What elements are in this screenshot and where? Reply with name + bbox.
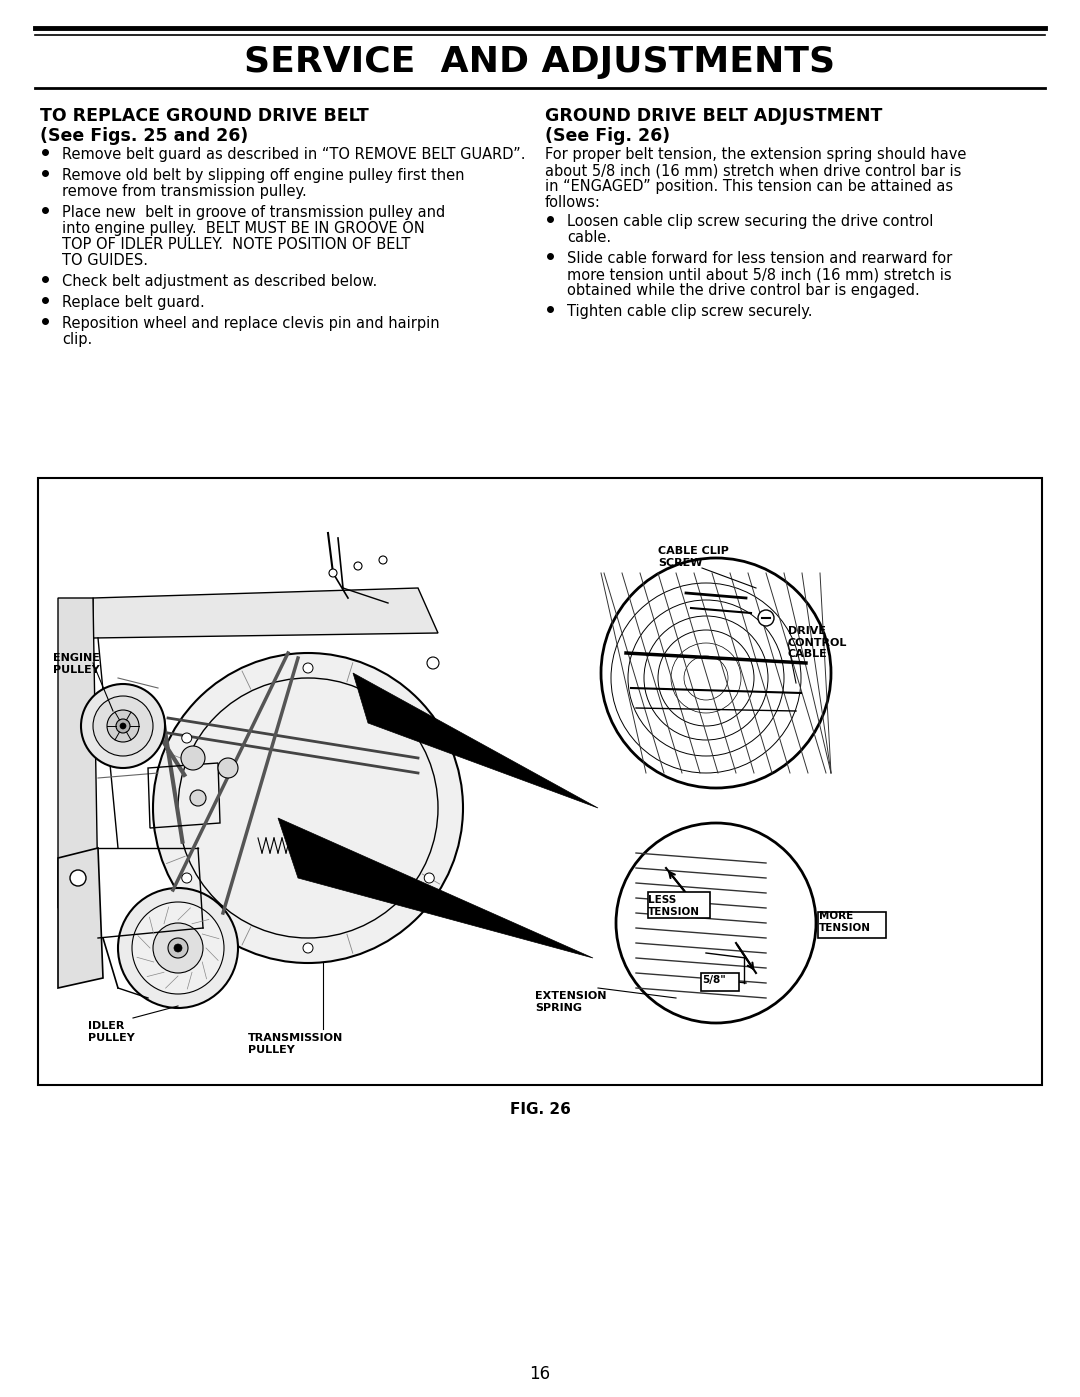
Text: more tension until about 5/8 inch (16 mm) stretch is: more tension until about 5/8 inch (16 mm… — [567, 267, 951, 282]
Circle shape — [93, 696, 153, 756]
Bar — [818, 912, 886, 937]
Text: GROUND DRIVE BELT ADJUSTMENT: GROUND DRIVE BELT ADJUSTMENT — [545, 108, 882, 124]
Circle shape — [181, 733, 192, 743]
Text: Slide cable forward for less tension and rearward for: Slide cable forward for less tension and… — [567, 251, 953, 265]
Text: into engine pulley.  BELT MUST BE IN GROOVE ON: into engine pulley. BELT MUST BE IN GROO… — [62, 221, 424, 236]
Circle shape — [303, 943, 313, 953]
Polygon shape — [58, 848, 103, 988]
Text: TO GUIDES.: TO GUIDES. — [62, 253, 148, 268]
Polygon shape — [58, 598, 98, 908]
Text: 16: 16 — [529, 1365, 551, 1383]
Polygon shape — [93, 588, 438, 638]
Text: For proper belt tension, the extension spring should have: For proper belt tension, the extension s… — [545, 147, 967, 162]
Text: about 5/8 inch (16 mm) stretch when drive control bar is: about 5/8 inch (16 mm) stretch when driv… — [545, 163, 961, 177]
Circle shape — [303, 664, 313, 673]
Text: Reposition wheel and replace clevis pin and hairpin: Reposition wheel and replace clevis pin … — [62, 316, 440, 331]
Circle shape — [427, 657, 438, 669]
Bar — [648, 893, 710, 918]
Circle shape — [600, 557, 831, 788]
Text: Remove old belt by slipping off engine pulley first then: Remove old belt by slipping off engine p… — [62, 168, 464, 183]
Bar — [701, 972, 739, 990]
Text: LESS
TENSION: LESS TENSION — [648, 895, 700, 916]
Text: IDLER
PULLEY: IDLER PULLEY — [87, 1021, 135, 1042]
Text: ENGINE
PULLEY: ENGINE PULLEY — [53, 652, 99, 675]
Circle shape — [329, 569, 337, 577]
Text: TRANSMISSION
PULLEY: TRANSMISSION PULLEY — [248, 1032, 343, 1055]
Text: remove from transmission pulley.: remove from transmission pulley. — [62, 184, 307, 198]
Text: cable.: cable. — [567, 231, 611, 244]
Circle shape — [354, 562, 362, 570]
Circle shape — [181, 873, 192, 883]
Circle shape — [120, 724, 126, 729]
Text: Loosen cable clip screw securing the drive control: Loosen cable clip screw securing the dri… — [567, 214, 933, 229]
Polygon shape — [278, 819, 593, 958]
Circle shape — [424, 733, 434, 743]
Text: TOP OF IDLER PULLEY.  NOTE POSITION OF BELT: TOP OF IDLER PULLEY. NOTE POSITION OF BE… — [62, 237, 410, 251]
Circle shape — [379, 556, 387, 564]
Circle shape — [153, 652, 463, 963]
Circle shape — [107, 710, 139, 742]
Text: Check belt adjustment as described below.: Check belt adjustment as described below… — [62, 274, 377, 289]
Circle shape — [758, 610, 774, 626]
Text: FIG. 26: FIG. 26 — [510, 1102, 570, 1118]
Circle shape — [168, 937, 188, 958]
Polygon shape — [353, 673, 598, 807]
Text: DRIVE
CONTROL
CABLE: DRIVE CONTROL CABLE — [788, 626, 848, 659]
Text: Replace belt guard.: Replace belt guard. — [62, 295, 205, 310]
Circle shape — [81, 685, 165, 768]
Circle shape — [116, 719, 130, 733]
Text: (See Fig. 26): (See Fig. 26) — [545, 127, 670, 145]
Circle shape — [190, 789, 206, 806]
Text: follows:: follows: — [545, 196, 600, 210]
Text: 5/8": 5/8" — [702, 975, 726, 985]
Text: Tighten cable clip screw securely.: Tighten cable clip screw securely. — [567, 305, 812, 319]
Text: EXTENSION
SPRING: EXTENSION SPRING — [535, 990, 607, 1013]
Circle shape — [218, 759, 238, 778]
Circle shape — [153, 923, 203, 972]
Text: SERVICE  AND ADJUSTMENTS: SERVICE AND ADJUSTMENTS — [244, 45, 836, 80]
Text: CABLE CLIP
SCREW: CABLE CLIP SCREW — [658, 546, 729, 567]
Circle shape — [70, 870, 86, 886]
Text: Place new  belt in groove of transmission pulley and: Place new belt in groove of transmission… — [62, 205, 445, 219]
Bar — [38, 478, 1042, 1085]
Text: in “ENGAGED” position. This tension can be attained as: in “ENGAGED” position. This tension can … — [545, 179, 954, 194]
Circle shape — [132, 902, 224, 995]
Text: obtained while the drive control bar is engaged.: obtained while the drive control bar is … — [567, 284, 920, 298]
Circle shape — [424, 873, 434, 883]
Text: clip.: clip. — [62, 332, 92, 346]
Text: Remove belt guard as described in “TO REMOVE BELT GUARD”.: Remove belt guard as described in “TO RE… — [62, 147, 526, 162]
Text: MORE
TENSION: MORE TENSION — [819, 911, 870, 933]
Text: TO REPLACE GROUND DRIVE BELT: TO REPLACE GROUND DRIVE BELT — [40, 108, 368, 124]
Circle shape — [118, 888, 238, 1009]
Text: (See Figs. 25 and 26): (See Figs. 25 and 26) — [40, 127, 248, 145]
Circle shape — [616, 823, 816, 1023]
Circle shape — [181, 746, 205, 770]
Circle shape — [174, 944, 183, 951]
